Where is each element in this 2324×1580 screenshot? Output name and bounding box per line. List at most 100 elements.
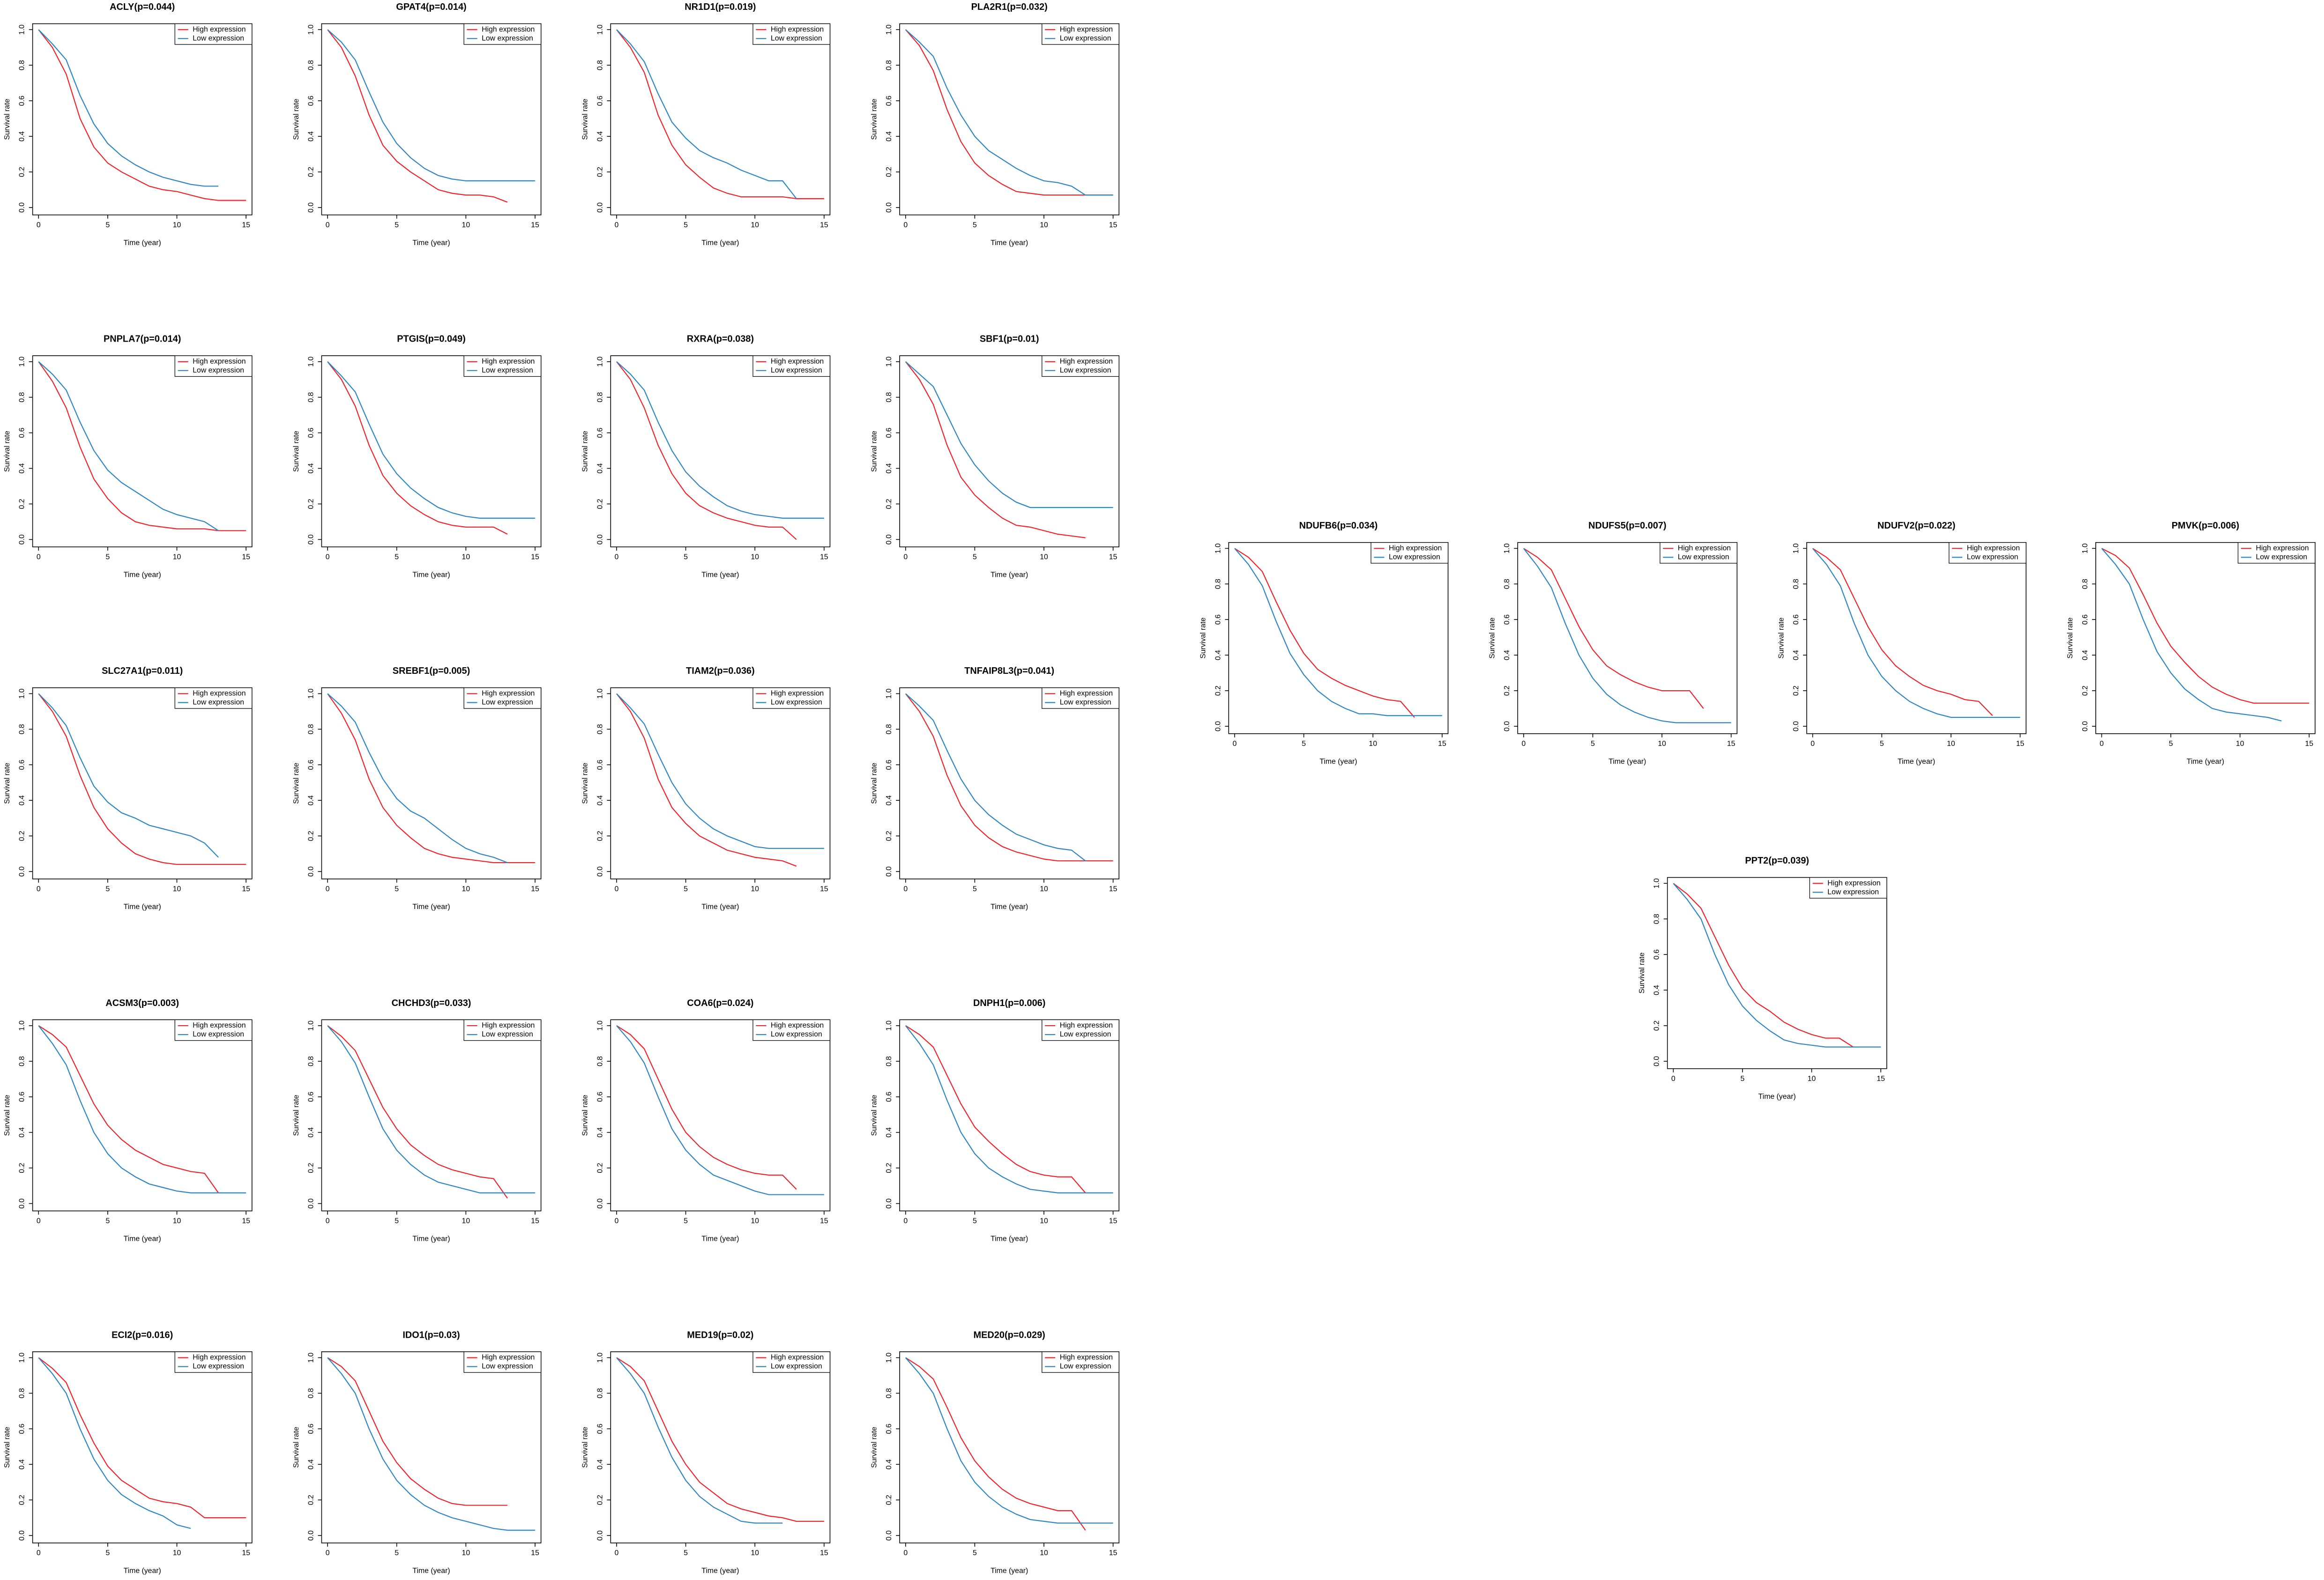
y-axis-label: Survival rate [871, 763, 879, 804]
y-tick-label: 1.0 [596, 1352, 604, 1363]
y-tick-label: 1.0 [596, 688, 604, 699]
y-axis-label: Survival rate [581, 1095, 589, 1136]
legend-box [463, 687, 542, 709]
y-tick-label: 0.2 [596, 499, 604, 509]
x-tick-label: 5 [395, 1217, 399, 1225]
y-tick-label: 0.6 [18, 1423, 26, 1434]
x-tick-label: 5 [973, 553, 977, 561]
y-tick-label: 0.2 [885, 499, 893, 509]
y-axis-label: Survival rate [871, 1427, 879, 1468]
x-tick-label: 15 [531, 885, 539, 893]
y-tick-label: 0.4 [1792, 650, 1800, 660]
y-tick-label: 0.0 [18, 1198, 26, 1208]
y-tick-label: 1.0 [307, 357, 315, 367]
plot-frame [899, 1019, 1120, 1212]
y-tick-label: 0.0 [307, 534, 315, 544]
y-tick-label: 1.0 [18, 1352, 26, 1363]
y-axis-label: Survival rate [3, 1427, 11, 1468]
y-tick-label: 1.0 [1792, 543, 1800, 553]
x-tick-label: 15 [1109, 221, 1117, 229]
y-tick-label: 0.6 [307, 1092, 315, 1102]
y-axis-label: Survival rate [871, 99, 879, 140]
y-tick-label: 0.2 [596, 167, 604, 177]
x-tick-label: 10 [173, 221, 181, 229]
x-tick-label: 5 [684, 553, 688, 561]
x-tick-label: 5 [2169, 740, 2173, 748]
legend-label: Low expression [193, 1030, 244, 1038]
plot-frame [1228, 542, 1449, 734]
legend-label: High expression [1389, 544, 1442, 552]
chart-title: SREBF1(p=0.005) [393, 666, 470, 676]
y-tick-label: 0.0 [885, 202, 893, 213]
legend-label: High expression [482, 690, 535, 698]
y-tick-label: 0.4 [2081, 650, 2089, 660]
y-tick-label: 1.0 [2081, 543, 2089, 553]
chart-title: MED19(p=0.02) [687, 1330, 753, 1340]
plot-frame [2095, 542, 2316, 734]
x-tick-label: 15 [820, 1217, 828, 1225]
x-axis-label: Time (year) [991, 239, 1028, 247]
y-tick-label: 0.0 [885, 1198, 893, 1208]
x-tick-label: 10 [462, 553, 470, 561]
y-tick-label: 0.2 [1214, 686, 1222, 696]
x-tick-label: 10 [1808, 1075, 1816, 1083]
x-tick-label: 10 [751, 1217, 759, 1225]
y-tick-label: 0.0 [885, 1530, 893, 1541]
plot-frame [321, 355, 542, 548]
y-tick-label: 0.4 [596, 1127, 604, 1138]
x-tick-label: 0 [326, 1549, 330, 1557]
y-tick-label: 0.0 [307, 202, 315, 213]
x-tick-label: 0 [615, 553, 619, 561]
x-tick-label: 10 [751, 1549, 759, 1557]
x-tick-label: 10 [1040, 885, 1048, 893]
survival-curve [616, 693, 824, 849]
x-tick-label: 0 [615, 1549, 619, 1557]
survival-curve [905, 693, 1086, 862]
legend-box [1809, 877, 1887, 899]
chart-title: ECI2(p=0.016) [112, 1330, 173, 1340]
y-tick-label: 0.2 [2081, 686, 2089, 696]
legend-box [463, 1019, 542, 1041]
y-tick-label: 1.0 [1214, 543, 1222, 553]
chart-title: CHCHD3(p=0.033) [392, 998, 471, 1008]
y-tick-label: 0.6 [18, 760, 26, 770]
x-tick-label: 0 [37, 553, 41, 561]
x-tick-label: 0 [1233, 740, 1237, 748]
x-tick-label: 5 [973, 1217, 977, 1225]
x-tick-label: 10 [751, 553, 759, 561]
y-tick-label: 0.2 [1792, 686, 1800, 696]
chart-title: PLA2R1(p=0.032) [971, 2, 1048, 12]
legend-box [174, 355, 253, 377]
x-tick-label: 15 [531, 553, 539, 561]
legend-label: Low expression [1060, 34, 1111, 42]
y-axis-label: Survival rate [292, 1427, 300, 1468]
survival-curve [38, 693, 246, 865]
legend-label: Low expression [2256, 553, 2307, 561]
y-tick-label: 1.0 [885, 357, 893, 367]
x-tick-label: 0 [326, 221, 330, 229]
y-tick-label: 0.2 [307, 499, 315, 509]
x-tick-label: 0 [326, 1217, 330, 1225]
legend-box [752, 687, 831, 709]
survival-curve [905, 361, 1113, 508]
x-tick-label: 10 [462, 221, 470, 229]
y-tick-label: 0.2 [18, 1495, 26, 1505]
y-tick-label: 0.0 [596, 534, 604, 544]
x-tick-label: 0 [903, 885, 908, 893]
y-tick-label: 1.0 [307, 1352, 315, 1363]
chart-title: MED20(p=0.029) [974, 1330, 1045, 1340]
y-tick-label: 0.6 [18, 1092, 26, 1102]
survival-curve [2101, 548, 2309, 704]
x-tick-label: 15 [242, 1217, 250, 1225]
x-tick-label: 10 [173, 1217, 181, 1225]
x-tick-label: 5 [684, 1549, 688, 1557]
legend-label: High expression [482, 1021, 535, 1029]
legend-label: High expression [771, 358, 824, 365]
plot-frame [32, 23, 253, 216]
x-axis-label: Time (year) [412, 903, 450, 911]
y-tick-label: 0.8 [18, 1056, 26, 1066]
legend-label: High expression [1678, 544, 1731, 552]
y-tick-label: 0.8 [18, 392, 26, 402]
survival-curve [38, 1025, 246, 1193]
x-tick-label: 0 [37, 221, 41, 229]
